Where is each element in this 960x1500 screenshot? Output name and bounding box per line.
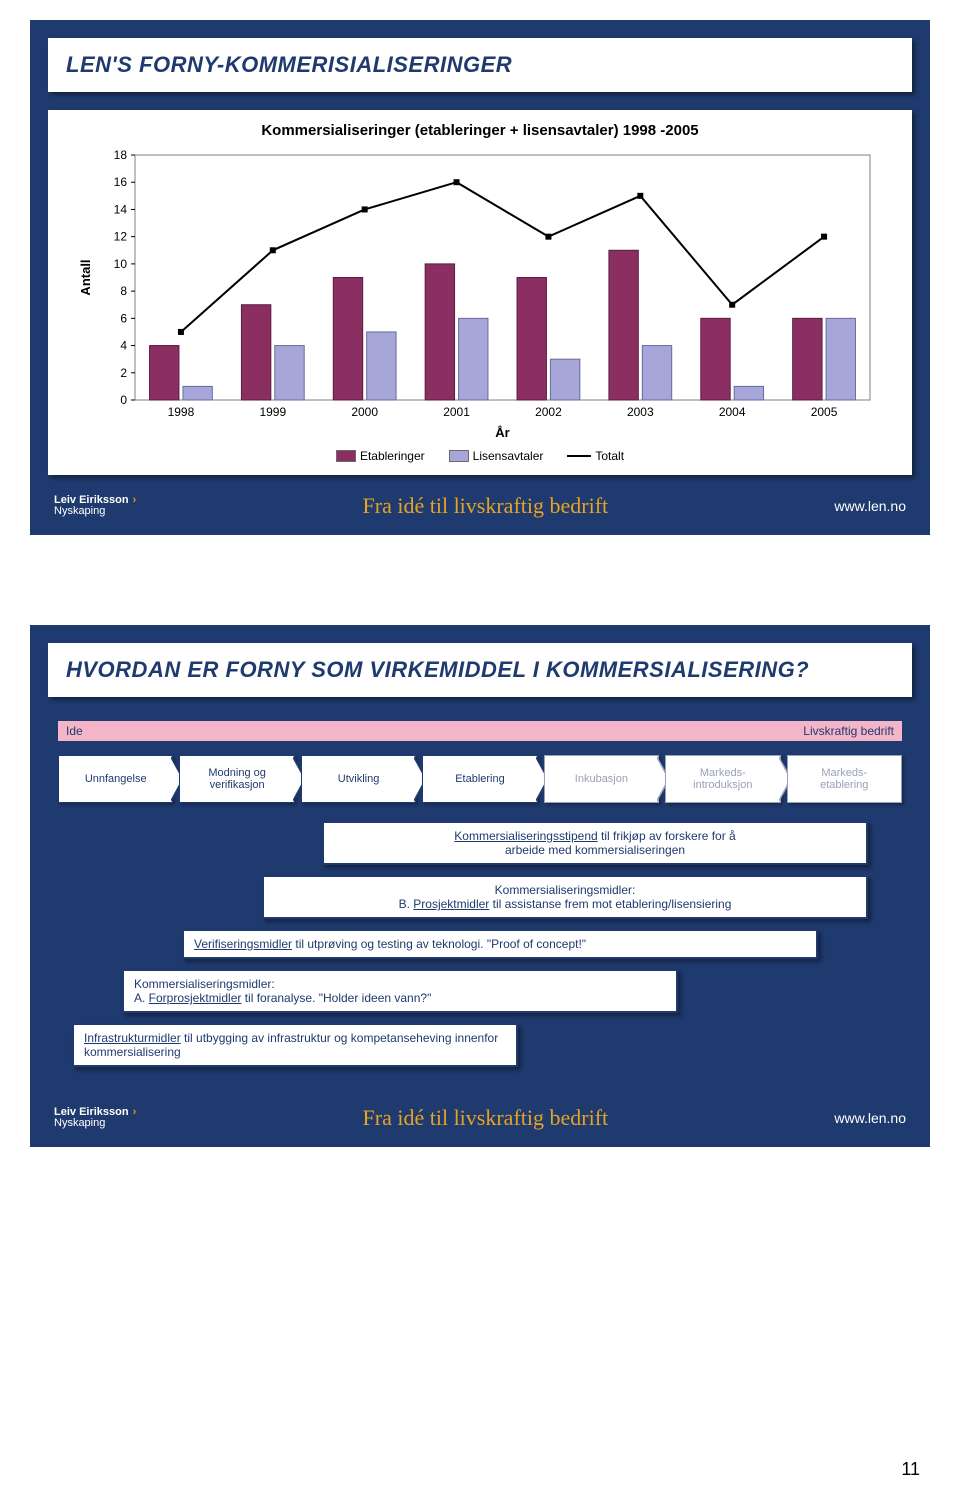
footer-tagline-2: Fra idé til livskraftig bedrift <box>363 1105 609 1131</box>
flow-bar: Ide Livskraftig bedrift <box>58 721 902 741</box>
stage-5: Markeds-introduksjon <box>665 755 780 803</box>
page-number: 11 <box>901 1459 920 1480</box>
info-box-2: Verifiseringsmidler til utprøving og tes… <box>182 929 818 959</box>
legend-lisensavtaler: Lisensavtaler <box>449 449 544 463</box>
footer-url-2: www.len.no <box>834 1110 906 1126</box>
brand-arrow-icon-2: › <box>133 1106 137 1118</box>
svg-text:2: 2 <box>120 366 127 380</box>
brand-line2-2: Nyskaping <box>54 1118 136 1129</box>
legend-etableringer-label: Etableringer <box>360 449 425 463</box>
slide2-body: Ide Livskraftig bedrift UnnfangelseModni… <box>36 709 924 1099</box>
info-box-4: Infrastrukturmidler til utbygging av inf… <box>72 1023 518 1067</box>
stage-4: Inkubasjon <box>544 755 659 803</box>
svg-text:2000: 2000 <box>351 405 378 419</box>
svg-text:År: År <box>495 425 509 440</box>
slide-2: HVORDAN ER FORNY SOM VIRKEMIDDEL I KOMME… <box>30 625 930 1147</box>
stage-6: Markeds-etablering <box>787 755 902 803</box>
svg-text:6: 6 <box>120 311 127 325</box>
slide1-title: LEN'S FORNY-KOMMERISIALISERINGER <box>66 52 894 78</box>
info-box-3: Kommersialiseringsmidler:A. Forprosjektm… <box>122 969 678 1013</box>
svg-text:0: 0 <box>120 393 127 407</box>
chart-wrap: 0 2 4 6 8 10 12 14 16 18 Antall 1998 1999 2000 2001 200… <box>60 145 900 463</box>
footer-tagline: Fra idé til livskraftig bedrift <box>363 493 609 519</box>
footer-brand: Leiv Eiriksson› Nyskaping <box>54 495 136 517</box>
legend-totalt-label: Totalt <box>595 449 624 463</box>
svg-text:14: 14 <box>114 202 128 216</box>
title-box: LEN'S FORNY-KOMMERISIALISERINGER <box>48 38 912 92</box>
stage-3: Etablering <box>422 755 537 803</box>
flow-bar-right: Livskraftig bedrift <box>795 721 902 741</box>
svg-text:2001: 2001 <box>443 405 470 419</box>
legend-totalt: Totalt <box>567 449 624 463</box>
stage-0: Unnfangelse <box>58 755 173 803</box>
svg-text:8: 8 <box>120 284 127 298</box>
slide1-body: Kommersialiseringer (etableringer + lise… <box>36 104 924 487</box>
chart-title: Kommersialiseringer (etableringer + lise… <box>60 122 900 139</box>
footer-brand-2: Leiv Eiriksson› Nyskaping <box>54 1107 136 1129</box>
stages-row: UnnfangelseModning og verifikasjonUtvikl… <box>58 755 902 803</box>
svg-text:12: 12 <box>114 230 128 244</box>
svg-text:4: 4 <box>120 339 127 353</box>
svg-text:18: 18 <box>114 148 128 162</box>
flow-bar-left: Ide <box>58 721 91 741</box>
legend: Etableringer Lisensavtaler Totalt <box>60 449 900 463</box>
slide2-title: HVORDAN ER FORNY SOM VIRKEMIDDEL I KOMME… <box>66 657 894 683</box>
legend-lisensavtaler-label: Lisensavtaler <box>473 449 544 463</box>
chart-svg: 0 2 4 6 8 10 12 14 16 18 Antall 1998 1999 2000 2001 200… <box>70 145 890 445</box>
footer: Leiv Eiriksson› Nyskaping Fra idé til li… <box>36 487 924 529</box>
title-box-2: HVORDAN ER FORNY SOM VIRKEMIDDEL I KOMME… <box>48 643 912 697</box>
brand-line2: Nyskaping <box>54 506 136 517</box>
svg-text:Antall: Antall <box>78 259 93 295</box>
info-box-0: Kommersialiseringsstipend til frikjøp av… <box>322 821 868 865</box>
swatch-lisensavtaler <box>449 450 469 462</box>
brand-arrow-icon: › <box>133 494 137 506</box>
svg-text:1998: 1998 <box>168 405 195 419</box>
svg-text:1999: 1999 <box>259 405 286 419</box>
footer-url: www.len.no <box>834 498 906 514</box>
svg-text:2004: 2004 <box>719 405 746 419</box>
info-box-1: Kommersialiseringsmidler:B. Prosjektmidl… <box>262 875 868 919</box>
stage-1: Modning og verifikasjon <box>179 755 294 803</box>
info-boxes: Kommersialiseringsstipend til frikjøp av… <box>48 821 912 1087</box>
swatch-etableringer <box>336 450 356 462</box>
svg-text:16: 16 <box>114 175 128 189</box>
slide-1: LEN'S FORNY-KOMMERISIALISERINGER Kommers… <box>30 20 930 535</box>
svg-text:2002: 2002 <box>535 405 562 419</box>
stage-2: Utvikling <box>301 755 416 803</box>
footer-2: Leiv Eiriksson› Nyskaping Fra idé til li… <box>36 1099 924 1141</box>
svg-text:2005: 2005 <box>811 405 838 419</box>
svg-text:2003: 2003 <box>627 405 654 419</box>
legend-etableringer: Etableringer <box>336 449 425 463</box>
swatch-totalt <box>567 455 591 457</box>
chart-panel: Kommersialiseringer (etableringer + lise… <box>48 110 912 475</box>
svg-text:10: 10 <box>114 257 128 271</box>
